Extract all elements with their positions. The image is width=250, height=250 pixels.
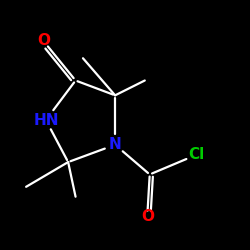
- Text: HN: HN: [33, 112, 59, 128]
- Text: O: O: [141, 209, 154, 224]
- Text: O: O: [37, 34, 50, 48]
- Text: Cl: Cl: [188, 147, 205, 162]
- Text: N: N: [109, 137, 122, 152]
